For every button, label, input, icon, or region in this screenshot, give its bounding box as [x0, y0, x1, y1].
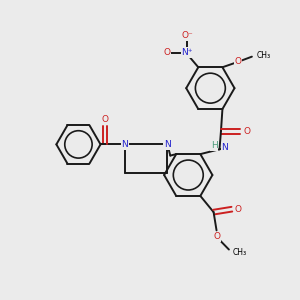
- Text: N: N: [164, 140, 171, 149]
- Text: CH₃: CH₃: [232, 248, 247, 257]
- Text: N: N: [221, 143, 228, 152]
- Text: O: O: [164, 48, 171, 57]
- Text: O: O: [243, 127, 250, 136]
- Text: O: O: [234, 58, 241, 67]
- Text: N: N: [122, 140, 128, 149]
- Text: O⁻: O⁻: [181, 31, 193, 40]
- Text: CH₃: CH₃: [256, 51, 270, 60]
- Text: O: O: [235, 205, 242, 214]
- Text: O: O: [213, 232, 220, 242]
- Text: O: O: [101, 115, 109, 124]
- Text: N⁺: N⁺: [181, 48, 193, 57]
- Text: H: H: [211, 141, 217, 150]
